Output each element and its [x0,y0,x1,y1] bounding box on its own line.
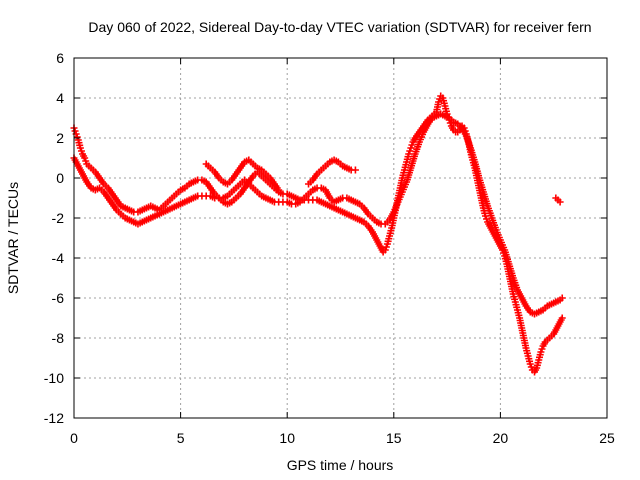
y-tick-label: -12 [44,410,64,426]
x-tick-label: 20 [493,430,509,446]
y-tick-label: 6 [56,50,64,66]
y-tick-label: -2 [52,210,65,226]
x-tick-label: 25 [599,430,615,446]
y-tick-label: -6 [52,290,65,306]
sdtvar-upper-strands-point [556,198,564,206]
x-tick-label: 0 [70,430,78,446]
sdtvar-main-point [558,314,566,322]
y-tick-label: 0 [56,170,64,186]
y-tick-label: -10 [44,370,64,386]
y-tick-label: -4 [52,250,65,266]
x-tick-label: 15 [386,430,402,446]
grid-lines [74,58,607,418]
chart-title: Day 060 of 2022, Sidereal Day-to-day VTE… [88,19,591,35]
y-tick-label: -8 [52,330,65,346]
y-tick-label: 4 [56,90,64,106]
sdtvar-upper-strands-point [351,166,359,174]
sdtvar-upper-strands-point [275,186,283,194]
x-tick-label: 5 [177,430,185,446]
y-tick-label: 2 [56,130,64,146]
x-tick-label: 10 [279,430,295,446]
x-axis-label: GPS time / hours [287,457,394,473]
plot-frame [73,57,608,419]
data-points [70,92,566,376]
sdtvar-secondary-point [558,294,566,302]
y-axis-label: SDTVAR / TECUs [5,182,21,294]
axis-ticks: 0 5 10 15 20 25 -12 -10 -8 -6 -4 -2 0 2 4 6 [44,50,615,446]
